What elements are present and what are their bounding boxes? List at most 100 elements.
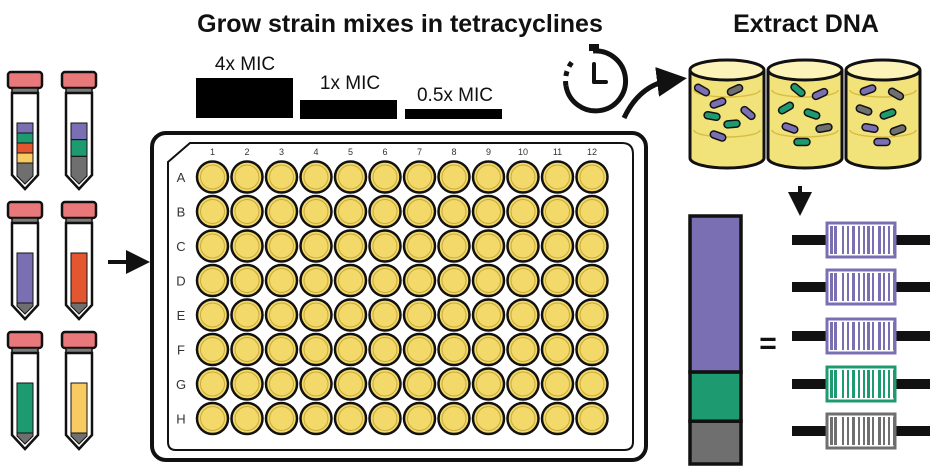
barcode-line: [847, 417, 849, 445]
barcode-line: [842, 370, 844, 398]
beaker-rim: [844, 58, 922, 82]
plate-well-rim: [234, 268, 260, 293]
plate-well: [402, 367, 437, 401]
barcode-line: [842, 273, 844, 301]
barcode-line: [867, 417, 870, 445]
plate-well-rim: [338, 337, 363, 362]
plate-well-rim: [234, 406, 260, 431]
plate-well-rim: [545, 268, 570, 293]
plate-well: [299, 263, 333, 298]
plate-well-rim: [476, 406, 501, 431]
barcode-icon: [792, 268, 930, 306]
barcode-line: [852, 417, 855, 445]
plate-well: [333, 229, 368, 263]
plate-well-rim: [372, 406, 398, 431]
plate-well: [471, 298, 506, 332]
bacterium-green: [879, 108, 897, 120]
plate-well-rim: [510, 337, 536, 362]
strain-tube: [60, 200, 98, 321]
dna-strand-right: [894, 235, 930, 245]
plate-well-rim: [407, 199, 432, 224]
barcode-icon: [792, 317, 930, 355]
bacterium-purple: [740, 105, 756, 121]
plate-well-rim: [303, 164, 329, 190]
beaker-icon: [844, 58, 922, 170]
plate-well: [264, 401, 299, 436]
plate-well-rim: [269, 371, 294, 397]
bar-4x-mic: [196, 78, 293, 118]
curved-arrow-icon: [621, 66, 687, 120]
plate-well: [540, 298, 575, 332]
plate-well-rim: [200, 199, 225, 224]
tube-cap: [6, 70, 44, 90]
plate-well: [333, 298, 368, 332]
plate-well-rim: [269, 199, 294, 224]
plate-well: [540, 229, 575, 263]
plate-well-rim: [200, 337, 225, 362]
plate-well: [299, 367, 333, 401]
plate-well: [230, 401, 264, 436]
barcode-line: [893, 370, 896, 398]
plate-well-rim: [338, 302, 363, 328]
plate-column-label: 11: [553, 147, 562, 157]
plate-well-rim: [579, 302, 605, 328]
plate-well: [506, 263, 540, 298]
strain-tube: [60, 330, 98, 451]
tube-cap: [6, 330, 44, 350]
plate-well: [437, 194, 471, 229]
bacterium-gray: [726, 83, 744, 97]
plate-well-rim: [579, 233, 605, 259]
plate-well-rim: [510, 302, 536, 328]
plate-column-label: 5: [348, 147, 353, 157]
barcode-line: [863, 322, 865, 350]
plate-well: [195, 401, 230, 436]
barcode-line: [852, 273, 855, 301]
plate-well-rim: [372, 199, 398, 224]
barcode-line: [830, 417, 833, 445]
plate-well-rim: [441, 199, 467, 224]
plate-well-rim: [303, 199, 329, 224]
plate-well: [230, 367, 264, 401]
strain-tube: [6, 200, 44, 321]
plate-well-rim: [579, 199, 605, 224]
plate-well-rim: [579, 406, 605, 431]
plate-well: [264, 160, 299, 194]
plate-column-label: 3: [279, 147, 284, 157]
abundance-segment-green: [688, 370, 743, 423]
plate-well: [575, 229, 609, 263]
plate-well: [506, 401, 540, 436]
plate-well: [540, 367, 575, 401]
tube-layer-purple: [70, 122, 88, 141]
plate-well: [264, 298, 299, 332]
bacterium-purple: [709, 97, 727, 109]
plate-well-rim: [303, 233, 329, 259]
plate-well: [437, 263, 471, 298]
barcode-line: [847, 322, 849, 350]
tube-cap: [6, 200, 44, 220]
plate-well: [575, 332, 609, 367]
barcode-line: [858, 417, 860, 445]
plate-well: [506, 332, 540, 367]
plate-well: [437, 401, 471, 436]
abundance-stacked-bar: [688, 214, 743, 466]
stopwatch-icon: [563, 44, 629, 114]
beaker-icon: [688, 58, 766, 170]
plate-well: [333, 194, 368, 229]
tube-cap: [60, 330, 98, 350]
barcode-line: [888, 322, 890, 350]
plate-well: [230, 263, 264, 298]
plate-column-label: 4: [313, 147, 318, 157]
tube-pellet: [70, 432, 88, 445]
plate-well: [368, 332, 402, 367]
strain-tube: [6, 70, 44, 191]
plate-well: [299, 160, 333, 194]
plate-well: [195, 194, 230, 229]
plate-well-rim: [545, 164, 570, 190]
tube-layer-orange: [70, 252, 88, 304]
plate-column-label: 1: [210, 147, 215, 157]
barcode-icon: [792, 365, 930, 403]
liquid-line: [771, 89, 839, 98]
plate-well-rim: [269, 337, 294, 362]
title-extract-dna: Extract DNA: [733, 10, 879, 38]
plate-well: [437, 332, 471, 367]
